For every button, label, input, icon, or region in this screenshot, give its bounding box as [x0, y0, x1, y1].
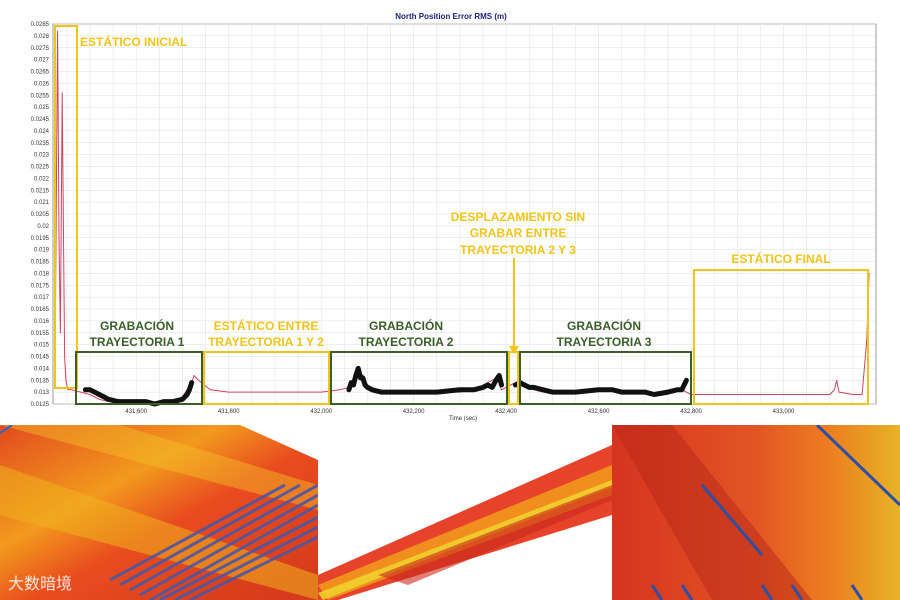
annot-static12-line2: TRAYECTORIA 1 Y 2: [208, 335, 324, 349]
y-tick-label: 0.0235: [31, 141, 50, 147]
y-tick-label: 0.016: [34, 319, 50, 325]
x-tick-label: 432,000: [310, 409, 332, 415]
y-tick-label: 0.0125: [31, 402, 50, 408]
y-tick-label: 0.018: [34, 271, 50, 277]
annot-move-line2: GRABAR ENTRE: [470, 226, 567, 240]
y-tick-label: 0.027: [34, 58, 50, 64]
box-static-1-2: [203, 351, 330, 405]
y-tick-label: 0.0275: [31, 46, 50, 52]
y-tick-label: 0.019: [34, 248, 50, 254]
y-tick-label: 0.0225: [31, 165, 50, 171]
x-axis-label: Time (sec): [449, 416, 477, 422]
point-cloud-image-2: [318, 425, 612, 600]
y-tick-label: 0.0215: [31, 188, 50, 194]
y-tick-label: 0.021: [34, 200, 50, 206]
x-tick-label: 432,400: [495, 409, 517, 415]
annot-static12-line1: ESTÁTICO ENTRE: [214, 318, 319, 333]
point-cloud-strip: 大数暗境: [0, 425, 900, 600]
chart-background: [0, 0, 900, 425]
point-cloud-image-3: [612, 425, 900, 600]
chart-panel: North Position Error RMS (m) 0.0125 0.013…: [0, 0, 900, 425]
y-tick-label: 0.015: [34, 343, 50, 349]
annot-traj3-line1: GRABACIÓN: [567, 318, 641, 333]
y-tick-label: 0.0155: [31, 331, 50, 337]
series-lines: [54, 30, 870, 407]
y-tick-label: 0.023: [34, 153, 50, 159]
y-tick-label: 0.0165: [31, 307, 50, 313]
annot-traj3-line2: TRAYECTORIA 3: [557, 335, 652, 349]
series-line-recording-2: [346, 365, 504, 395]
chart-svg: North Position Error RMS (m) 0.0125 0.013…: [0, 0, 900, 425]
y-tick-label: 0.0145: [31, 355, 50, 361]
transit-arrow-head: [509, 346, 519, 354]
y-tick-label: 0.025: [34, 105, 50, 111]
y-tick-label: 0.028: [34, 34, 50, 40]
box-trajectory-3: [519, 351, 692, 405]
x-tick-label: 431,800: [218, 409, 240, 415]
y-tick-label: 0.0245: [31, 117, 50, 123]
y-tick-label: 0.0285: [31, 22, 50, 28]
y-tick-label: 0.0255: [31, 93, 50, 99]
annot-traj2-line2: TRAYECTORIA 2: [359, 335, 454, 349]
box-static-initial: [54, 25, 78, 389]
y-tick-label: 0.0135: [31, 378, 50, 384]
x-tick-label: 431,600: [125, 409, 147, 415]
x-axis-ticks: 431,600 431,800 432,000 432,200 432,400 432,6…: [125, 409, 795, 415]
annot-move-line1: DESPLAZAMIENTO SIN: [451, 210, 585, 224]
annot-traj2-line1: GRABACIÓN: [369, 318, 443, 333]
y-tick-label: 0.024: [34, 129, 50, 135]
y-tick-label: 0.02: [37, 224, 49, 230]
box-trajectory-2: [330, 351, 508, 405]
box-trajectory-1: [75, 351, 203, 405]
annot-traj1-line1: GRABACIÓN: [100, 318, 174, 333]
y-tick-label: 0.026: [34, 81, 50, 87]
y-tick-label: 0.0265: [31, 70, 50, 76]
box-static-final: [693, 269, 869, 405]
y-axis-ticks: 0.0125 0.013 0.0135 0.014 0.0145 0.015 0.0155 0…: [31, 22, 50, 408]
y-tick-label: 0.0195: [31, 236, 50, 242]
y-tick-label: 0.0175: [31, 283, 50, 289]
series-line-recording-1: [82, 380, 195, 407]
watermark-text: 大数暗境: [8, 574, 73, 593]
series-line-recording-3: [512, 377, 689, 397]
y-tick-label: 0.013: [34, 390, 50, 396]
x-tick-label: 433,000: [773, 409, 795, 415]
annot-static-final: ESTÁTICO FINAL: [731, 251, 830, 266]
chart-title: North Position Error RMS (m): [395, 12, 507, 21]
y-tick-label: 0.022: [34, 176, 50, 182]
x-tick-label: 432,200: [403, 409, 425, 415]
x-tick-label: 432,800: [680, 409, 702, 415]
y-tick-label: 0.0205: [31, 212, 50, 218]
point-cloud-image-1: [0, 425, 318, 600]
y-tick-label: 0.014: [34, 366, 50, 372]
y-tick-label: 0.017: [34, 295, 50, 301]
x-tick-label: 432,600: [588, 409, 610, 415]
annot-move-line3: TRAYECTORIA 2 Y 3: [460, 243, 576, 257]
annot-static-initial: ESTÁTICO INICIAL: [80, 34, 187, 49]
y-tick-label: 0.0185: [31, 260, 50, 266]
annot-traj1-line2: TRAYECTORIA 1: [90, 335, 185, 349]
